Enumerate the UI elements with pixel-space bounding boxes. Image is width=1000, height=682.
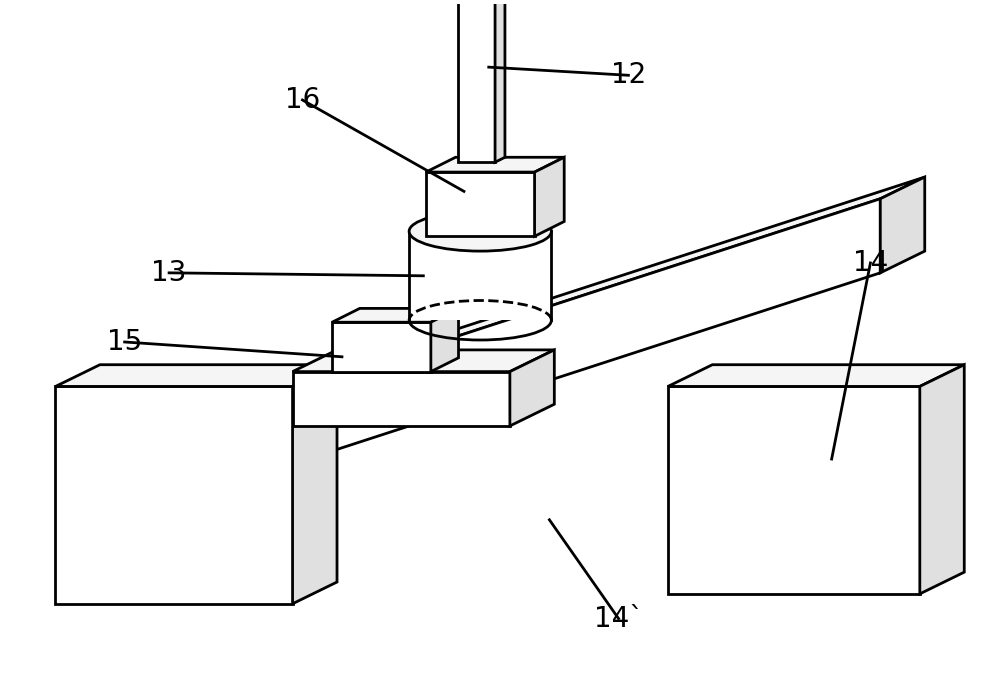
Polygon shape [293,372,510,426]
Polygon shape [426,172,535,236]
Bar [409,231,551,321]
Polygon shape [920,365,964,594]
Text: 14`: 14` [594,604,643,633]
Polygon shape [293,350,554,372]
Polygon shape [55,387,293,604]
Polygon shape [495,0,505,162]
Polygon shape [458,0,495,162]
Polygon shape [668,387,920,594]
Polygon shape [880,177,925,273]
Text: 14: 14 [853,249,888,277]
Ellipse shape [409,211,551,251]
Polygon shape [55,365,337,387]
Polygon shape [426,158,564,172]
Polygon shape [90,434,135,530]
Polygon shape [293,365,337,604]
Text: 13: 13 [151,259,187,287]
Polygon shape [332,308,459,322]
Text: 16: 16 [285,86,320,114]
Polygon shape [90,177,925,456]
Polygon shape [510,350,554,426]
Polygon shape [535,158,564,236]
Polygon shape [332,322,431,372]
Polygon shape [431,308,459,372]
Text: 15: 15 [107,328,142,356]
Text: 12: 12 [611,61,646,89]
Polygon shape [668,365,964,387]
Polygon shape [90,198,880,530]
